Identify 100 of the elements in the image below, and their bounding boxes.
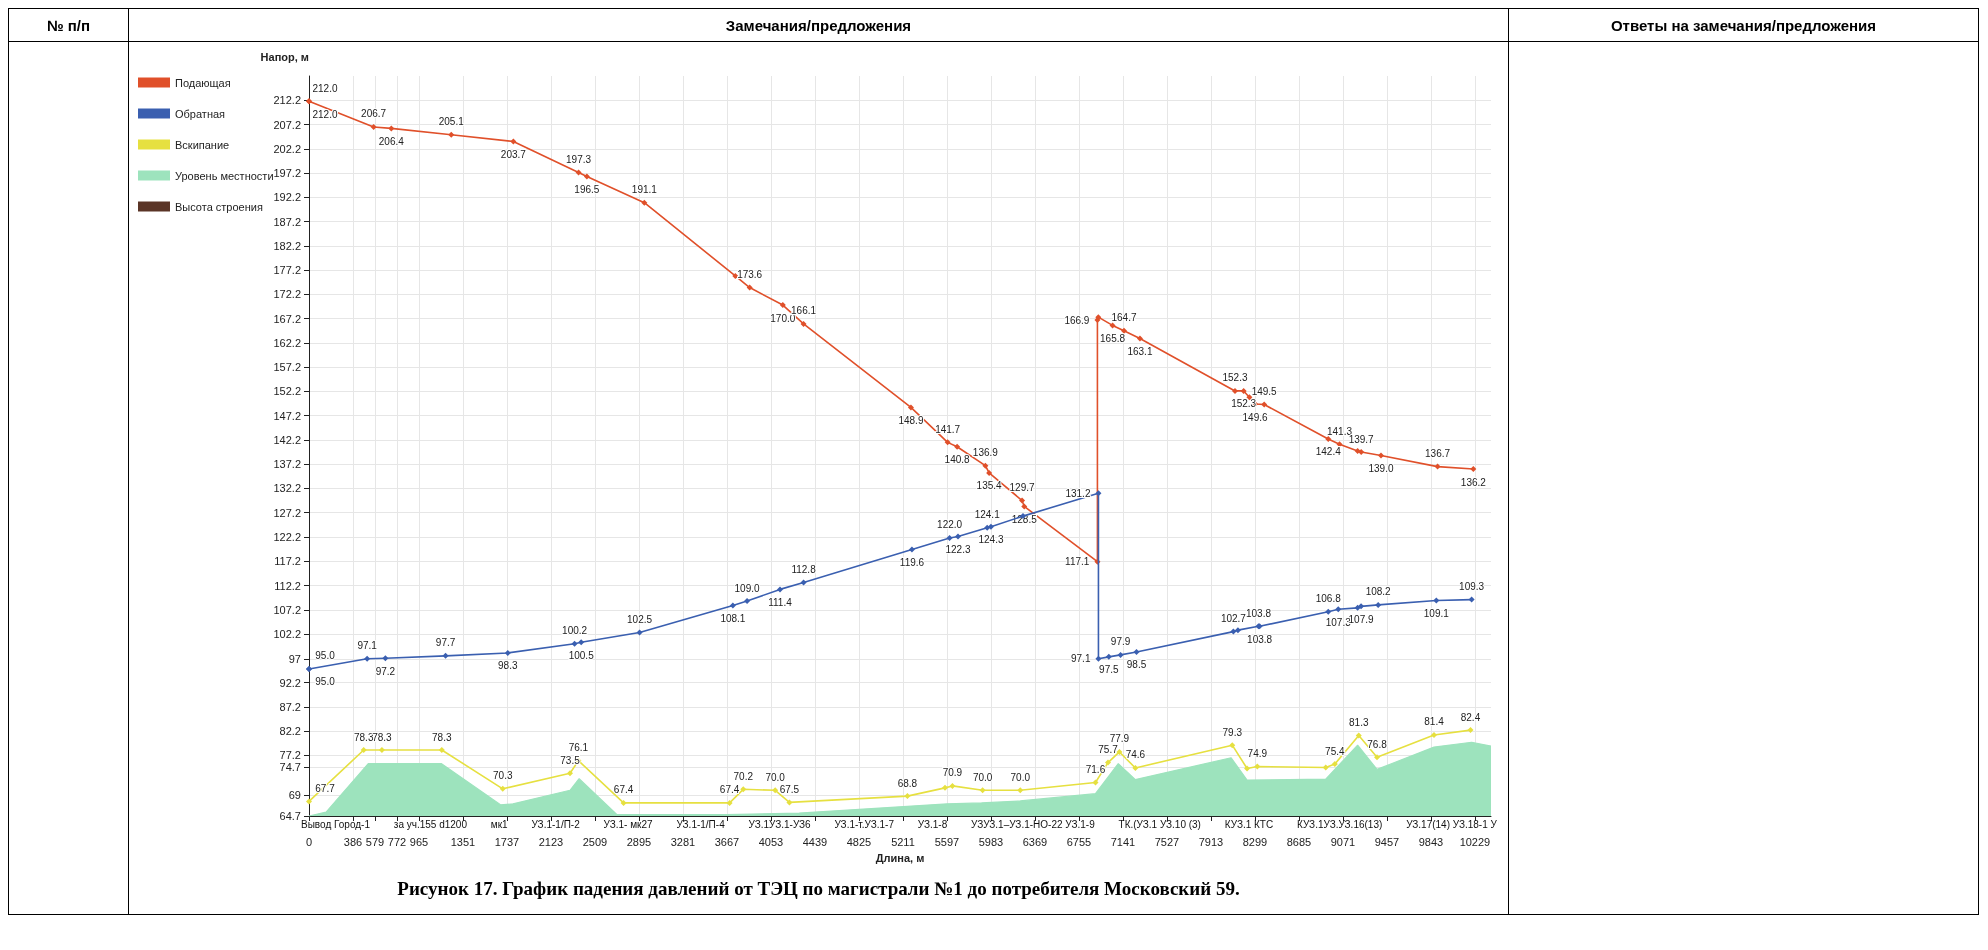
point	[907, 404, 914, 411]
text: КУЗ.1 КТС	[1224, 819, 1274, 832]
data-label: 67.4	[613, 784, 634, 796]
x-tick-label: 772	[387, 835, 407, 848]
data-label: 97.5	[1099, 664, 1119, 676]
y-tick-label: 77.2	[279, 749, 301, 762]
y-tick-label: 202.2	[273, 142, 301, 155]
point	[578, 639, 585, 646]
point	[1109, 322, 1116, 329]
y-tick-label: 127.2	[273, 506, 301, 519]
text: Вывод Город-1	[301, 819, 370, 832]
data-label: 191.1	[631, 184, 658, 196]
data-label: 68.8	[897, 777, 918, 789]
data-label: 78.3	[372, 731, 393, 743]
data-label: 109.0	[734, 582, 760, 594]
point	[583, 173, 590, 180]
data-label: 97.7	[435, 637, 456, 649]
y-tick-label: 107.2	[273, 603, 301, 616]
data-label: 206.4	[378, 135, 405, 147]
y-tick-label: 142.2	[273, 433, 301, 446]
x-tick-label: 5211	[891, 835, 915, 848]
point	[1019, 497, 1026, 504]
data-label: 109.1	[1423, 608, 1450, 620]
point	[800, 579, 807, 586]
x-tick-label: 2895	[626, 835, 652, 848]
text: УЗ.1-8	[917, 819, 948, 832]
point	[942, 784, 949, 791]
y-tick-label: 187.2	[273, 215, 301, 228]
point	[772, 787, 779, 794]
data-label: 78.3	[432, 731, 452, 743]
text: КУЗ.1УЗ.УЗ.16(13)	[1297, 819, 1383, 832]
y-tick-label: 177.2	[273, 264, 301, 277]
data-label: 148.9	[898, 414, 924, 426]
point	[1230, 628, 1237, 635]
point	[1261, 401, 1268, 408]
data-label: 67.5	[779, 783, 800, 795]
point	[1117, 651, 1124, 658]
legend-label: Вскипание	[175, 138, 230, 151]
x-tick-label: 965	[409, 835, 429, 848]
point	[1322, 764, 1329, 771]
point	[1017, 787, 1024, 794]
x-tick-label: 3667	[714, 835, 740, 848]
point	[1434, 463, 1441, 470]
text: УЗ.1-1/П-4	[676, 819, 725, 832]
y-tick-label: 167.2	[273, 312, 301, 325]
point	[800, 320, 807, 327]
point	[779, 302, 786, 309]
legend-label: Обратная	[175, 107, 226, 120]
point	[1095, 490, 1102, 497]
data-label: 108.2	[1365, 586, 1392, 598]
point	[1354, 448, 1361, 455]
y-tick-label: 64.7	[279, 810, 301, 822]
point	[510, 138, 517, 145]
data-label: 97.9	[1110, 636, 1131, 648]
text: УЗ.1-т.УЗ.1-7	[834, 819, 894, 832]
point	[776, 586, 783, 593]
data-label: 165.8	[1100, 332, 1126, 344]
x-tick-label: 9071	[1330, 835, 1356, 848]
data-label: 122.3	[945, 544, 971, 555]
data-label: 149.5	[1251, 386, 1278, 398]
data-label: 70.9	[942, 767, 963, 779]
data-label: 205.1	[438, 116, 465, 128]
data-label: 149.6	[1242, 411, 1268, 423]
data-label: 70.2	[733, 770, 754, 782]
y-tick-label: 117.2	[274, 555, 301, 568]
x-tick-label: 6369	[1022, 835, 1048, 848]
point	[306, 798, 312, 805]
data-label: 76.8	[1367, 738, 1388, 750]
data-label: 70.0	[1010, 771, 1031, 783]
y-tick-label: 212.2	[273, 94, 301, 107]
point	[1374, 754, 1381, 761]
x-tick-label: 579	[365, 835, 385, 848]
data-label: 106.8	[1315, 593, 1342, 605]
point	[438, 747, 445, 754]
x-tick-label: 0	[305, 835, 313, 848]
data-label: 95.0	[315, 650, 336, 662]
point	[1468, 596, 1475, 603]
y-tick-label: 192.2	[273, 191, 301, 204]
data-label: 111.4	[768, 596, 793, 608]
point	[986, 469, 993, 476]
data-label: 166.9	[1064, 314, 1090, 326]
data-label: 98.5	[1126, 659, 1147, 671]
point	[370, 123, 377, 130]
data-label: 75.7	[1098, 744, 1119, 756]
point	[1132, 764, 1139, 771]
x-tick-label: 8685	[1286, 835, 1312, 848]
point	[955, 533, 962, 540]
y-tick-label: 74.7	[279, 761, 301, 774]
point	[1358, 449, 1365, 456]
y-tick-label: 122.2	[273, 530, 301, 543]
x-tick-label: 10229	[1459, 835, 1491, 848]
y-tick-label: 97	[288, 653, 301, 666]
point	[946, 534, 953, 541]
point	[1136, 335, 1143, 342]
legend-label: Высота строения	[175, 200, 263, 213]
y-tick-label: 87.2	[279, 700, 301, 713]
data-label: 139.0	[1368, 462, 1394, 474]
data-label: 95.0	[315, 676, 336, 688]
data-label: 163.1	[1127, 346, 1153, 358]
data-label: 102.5	[627, 614, 653, 626]
